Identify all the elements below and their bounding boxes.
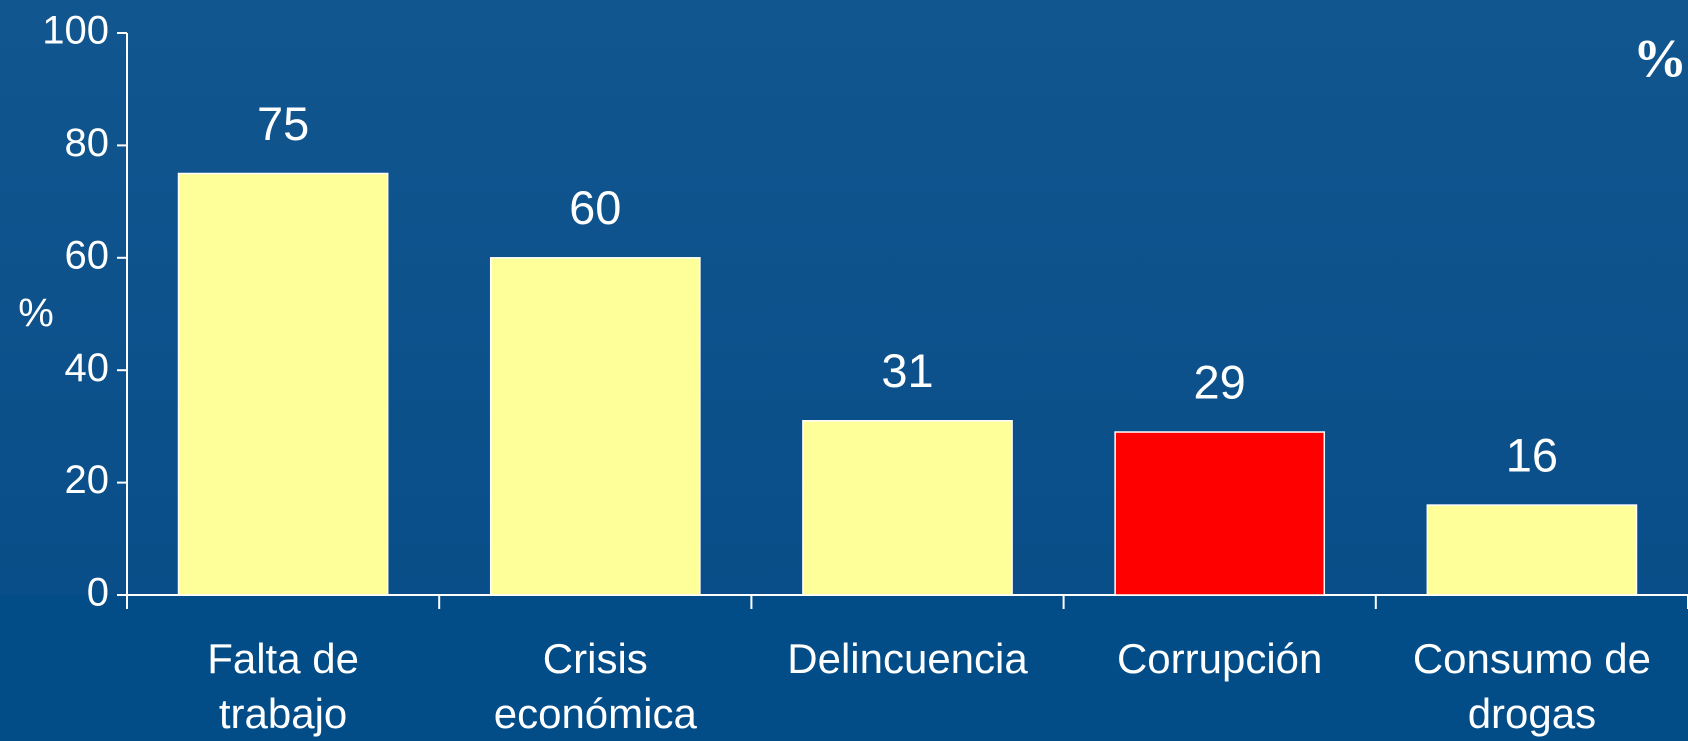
data-label: 60	[569, 181, 621, 234]
y-axis-label: %	[18, 292, 54, 336]
x-tick-label: Crisis	[543, 635, 648, 682]
bar	[1114, 431, 1326, 596]
y-tick-label: 100	[42, 9, 109, 53]
data-label: 31	[881, 344, 933, 397]
data-label: 16	[1506, 429, 1558, 482]
x-tick-label: Consumo de	[1413, 635, 1651, 682]
x-tick-label: económica	[494, 690, 698, 737]
y-tick-label: 20	[65, 458, 110, 502]
bar	[489, 257, 701, 596]
y-tick-label: 80	[65, 121, 110, 165]
y-tick-label: 0	[87, 571, 109, 615]
x-tick-label: trabajo	[219, 690, 347, 737]
bar	[177, 172, 389, 596]
bar	[1426, 504, 1638, 596]
y-tick-label: 40	[65, 346, 110, 390]
background	[0, 595, 1688, 741]
x-tick-label: drogas	[1468, 690, 1596, 737]
data-label: 29	[1194, 355, 1246, 408]
chart-title: %	[1633, 28, 1687, 88]
y-tick-label: 60	[65, 233, 110, 277]
data-label: 75	[257, 97, 309, 150]
x-tick-label: Corrupción	[1117, 635, 1322, 682]
x-tick-label: Falta de	[207, 635, 359, 682]
x-tick-label: Delincuencia	[787, 635, 1028, 682]
bar	[802, 420, 1013, 596]
